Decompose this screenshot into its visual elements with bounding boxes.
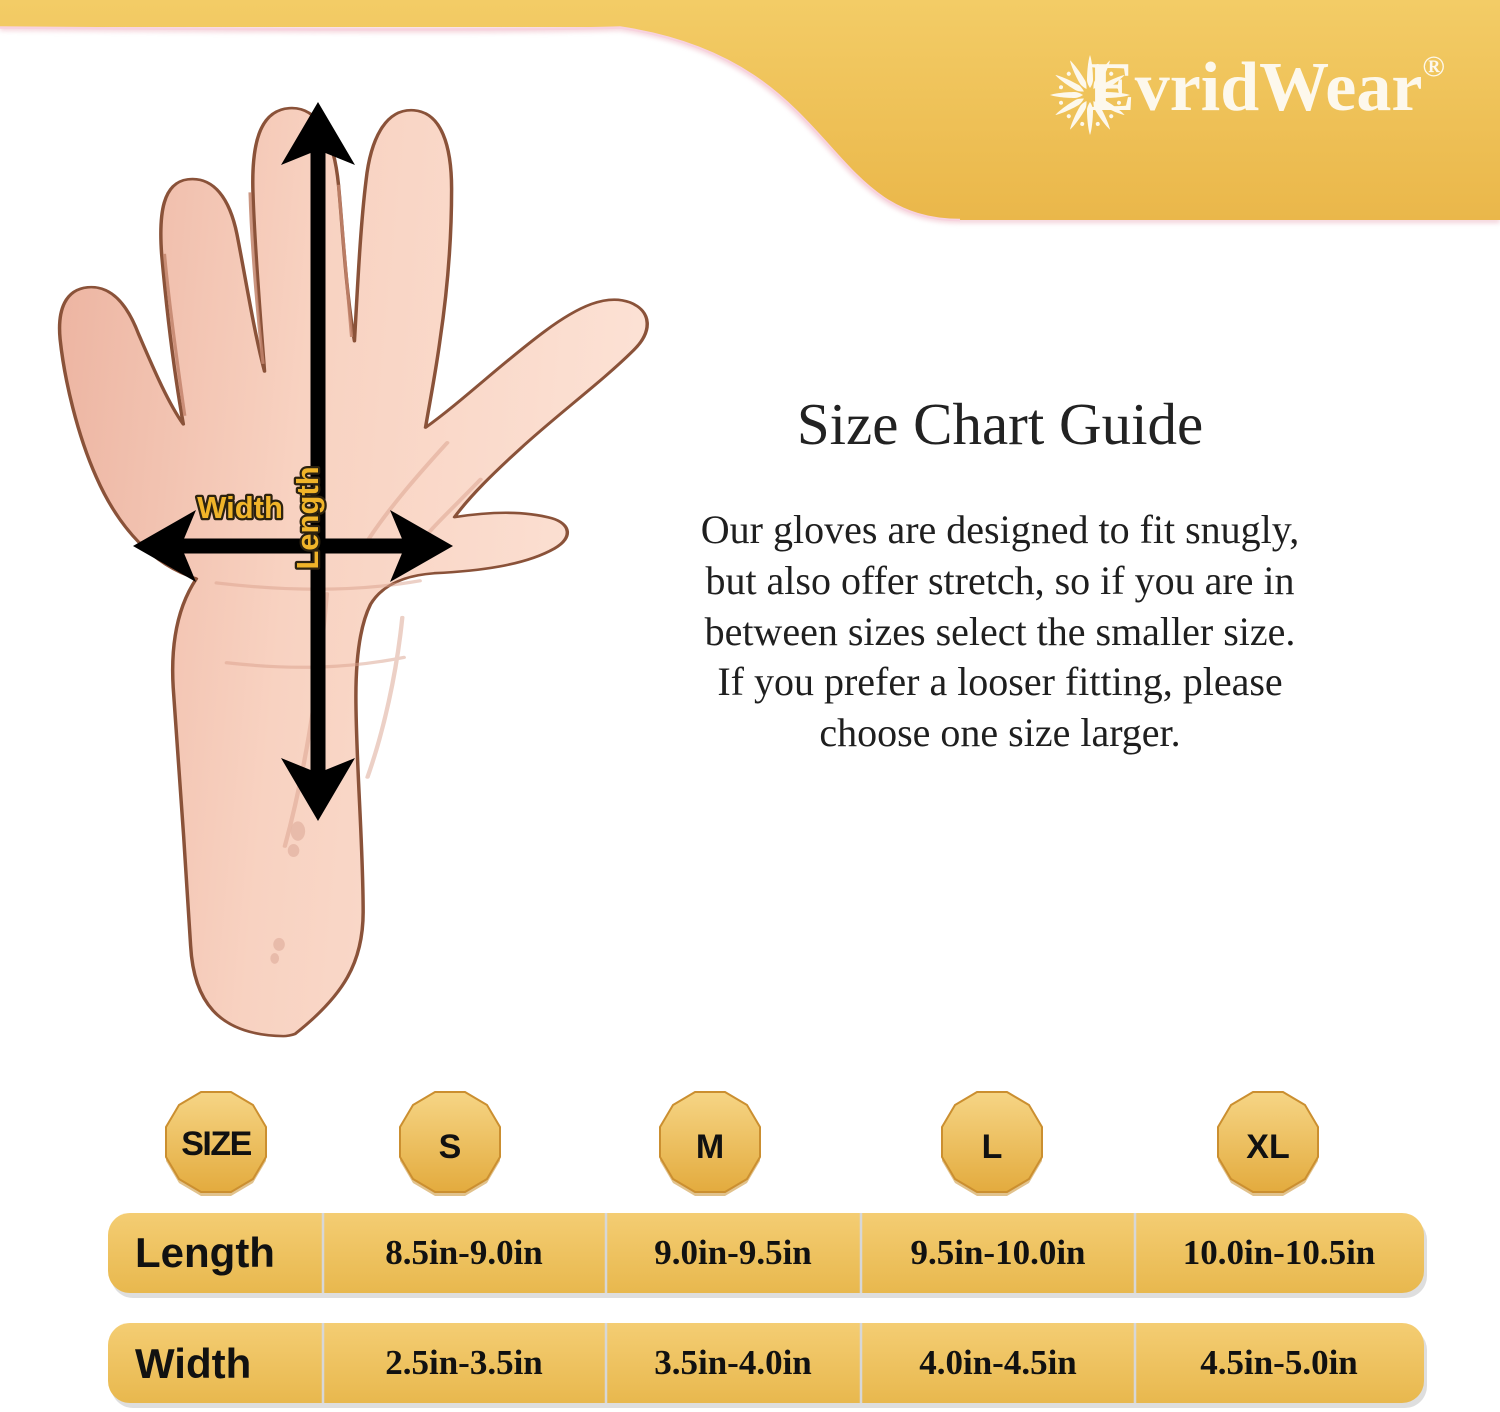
- svg-text:4.0in-4.5in: 4.0in-4.5in: [919, 1343, 1077, 1382]
- svg-text:3.5in-4.0in: 3.5in-4.0in: [654, 1343, 812, 1382]
- svg-text:Width: Width: [135, 1340, 251, 1387]
- svg-text:4.5in-5.0in: 4.5in-5.0in: [1200, 1343, 1358, 1382]
- svg-text:Length: Length: [135, 1229, 275, 1276]
- svg-text:L: L: [982, 1128, 1003, 1166]
- svg-text:10.0in-10.5in: 10.0in-10.5in: [1183, 1233, 1376, 1272]
- svg-text:SIZE: SIZE: [181, 1125, 251, 1163]
- svg-text:M: M: [696, 1128, 724, 1166]
- svg-text:8.5in-9.0in: 8.5in-9.0in: [385, 1233, 543, 1272]
- svg-text:9.5in-10.0in: 9.5in-10.0in: [910, 1233, 1085, 1272]
- svg-text:XL: XL: [1246, 1128, 1289, 1166]
- svg-text:S: S: [439, 1128, 462, 1166]
- svg-text:9.0in-9.5in: 9.0in-9.5in: [654, 1233, 812, 1272]
- svg-text:2.5in-3.5in: 2.5in-3.5in: [385, 1343, 543, 1382]
